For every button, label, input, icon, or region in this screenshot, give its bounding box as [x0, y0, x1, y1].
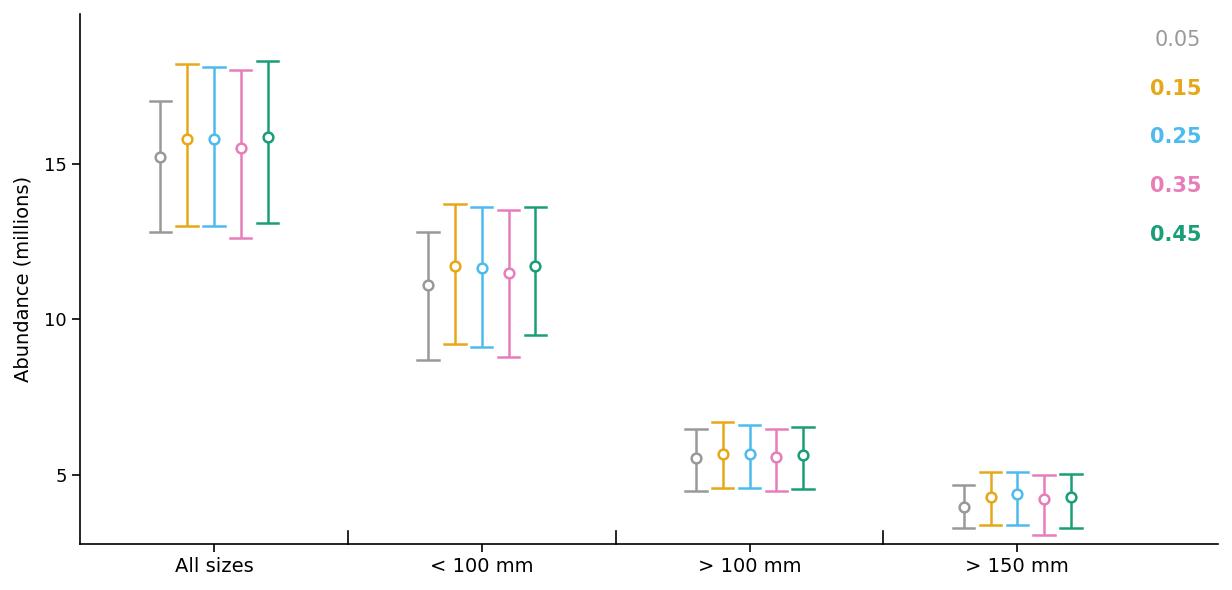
Text: 0.45: 0.45	[1149, 225, 1201, 245]
Text: 0.05: 0.05	[1154, 30, 1201, 50]
Text: 0.25: 0.25	[1149, 127, 1201, 148]
Text: 0.15: 0.15	[1149, 78, 1201, 99]
Text: 0.35: 0.35	[1149, 176, 1201, 196]
Y-axis label: Abundance (millions): Abundance (millions)	[14, 176, 33, 382]
